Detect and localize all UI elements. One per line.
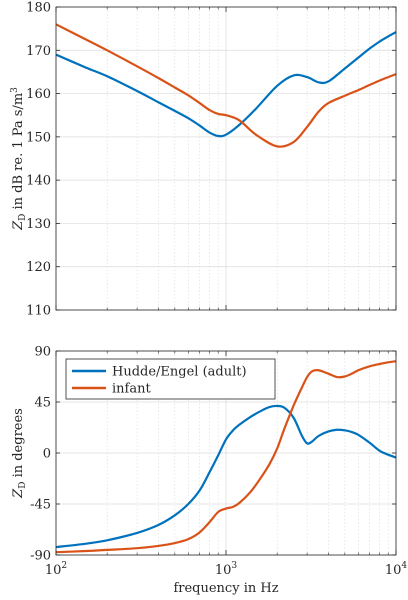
tick-marks (55, 6, 397, 311)
legend-box (65, 358, 276, 400)
tick-marks (55, 350, 397, 556)
y-tick-label: 110 (26, 304, 51, 319)
y-tick-label: -45 (30, 498, 51, 513)
x-axis-label: frequency in Hz (173, 581, 278, 596)
y-tick-label: 0 (43, 447, 51, 462)
impedance-phase-plot: -90 -45 0 45 90 102 103 104 ZD in degrees frequen… (11, 345, 407, 597)
y-tick-label: 130 (26, 217, 51, 232)
legend-label: Hudde/Engel (adult) (112, 365, 247, 380)
y-tick-label: 150 (26, 130, 51, 145)
y-tick-label: 160 (26, 87, 51, 102)
series-line-2 (55, 360, 397, 554)
y-tick-label: 180 (26, 1, 51, 16)
y-tick-label: -90 (30, 549, 51, 564)
y-tick-label: 170 (26, 44, 51, 59)
y-tick-label: 140 (26, 174, 51, 189)
series-line-1 (55, 404, 397, 549)
y-tick-label: 90 (34, 345, 51, 360)
y-tick-label: 120 (26, 260, 51, 275)
y-axis-label: ZD in dB re. 1 Pa s/m3 (10, 87, 28, 231)
impedance-magnitude-plot: 110 120 130 140 150 160 170 180 ZD in dB re. 1 P… (10, 1, 397, 319)
y-axis-label: ZD in degrees (11, 408, 28, 499)
x-tick-label: 104 (385, 561, 408, 578)
series-line-2 (55, 23, 397, 148)
series-line-1 (55, 31, 397, 138)
x-tick-label: 102 (45, 561, 67, 578)
legend-label: infant (112, 382, 151, 397)
x-tick-label: 103 (215, 561, 238, 578)
y-tick-label: 45 (34, 396, 51, 411)
legend: Hudde/Engel (adult) infant (65, 358, 276, 400)
